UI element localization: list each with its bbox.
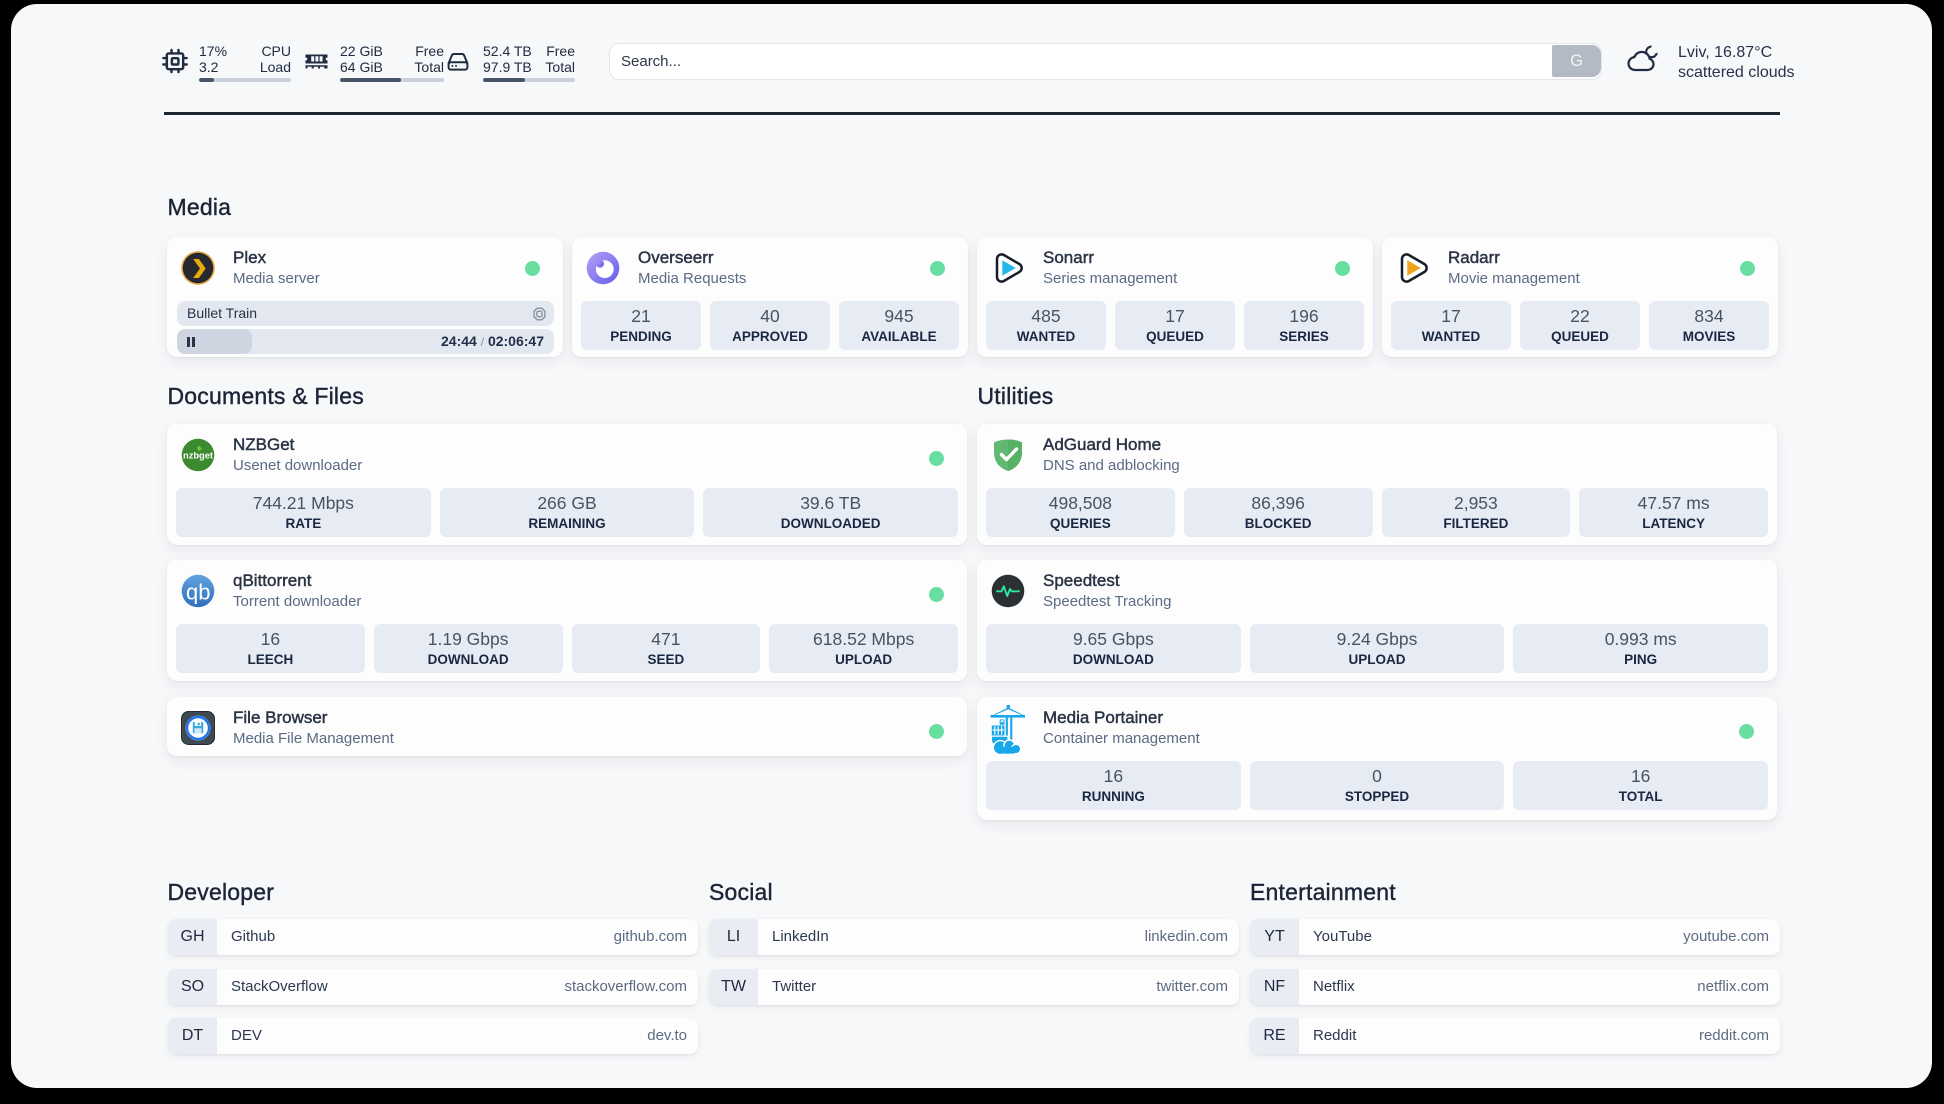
svg-text:nzbget: nzbget <box>183 451 213 461</box>
svg-text:qb: qb <box>186 580 210 605</box>
